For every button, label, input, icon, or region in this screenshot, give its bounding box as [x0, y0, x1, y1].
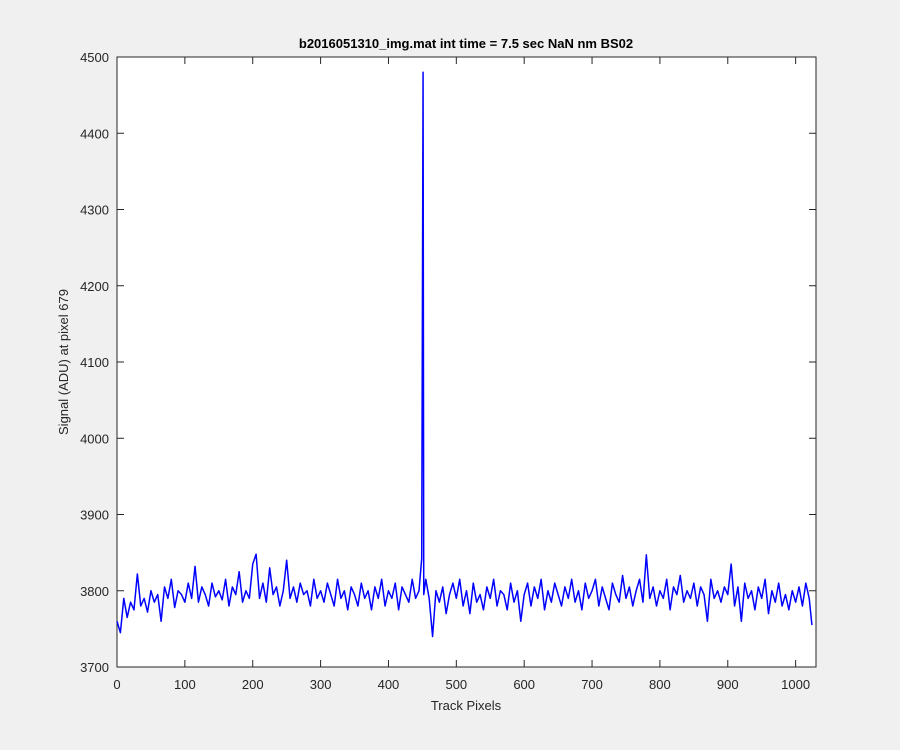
- x-tick-label: 0: [113, 677, 120, 692]
- y-tick-label: 3900: [80, 508, 109, 523]
- y-tick-label: 4000: [80, 431, 109, 446]
- y-axis-label: Signal (ADU) at pixel 679: [56, 289, 71, 435]
- y-tick-label: 4400: [80, 126, 109, 141]
- y-tick-label: 4300: [80, 203, 109, 218]
- data-line: [116, 71, 813, 638]
- y-tick-label: 4100: [80, 355, 109, 370]
- plot-area: [116, 56, 817, 668]
- x-tick-label: 200: [242, 677, 264, 692]
- x-tick-label: 700: [581, 677, 603, 692]
- x-tick-label: 1000: [781, 677, 810, 692]
- x-tick-label: 400: [378, 677, 400, 692]
- y-tick-label: 3800: [80, 584, 109, 599]
- x-tick-label: 800: [649, 677, 671, 692]
- x-axis-label: Track Pixels: [431, 698, 502, 713]
- x-tick-label: 900: [717, 677, 739, 692]
- x-tick-label: 600: [513, 677, 535, 692]
- chart-title: b2016051310_img.mat int time = 7.5 sec N…: [299, 36, 633, 51]
- y-tick-label: 4500: [80, 50, 109, 65]
- x-tick-label: 100: [174, 677, 196, 692]
- x-tick-label: 300: [310, 677, 332, 692]
- y-tick-label: 4200: [80, 279, 109, 294]
- y-tick-label: 3700: [80, 660, 109, 675]
- x-tick-label: 500: [445, 677, 467, 692]
